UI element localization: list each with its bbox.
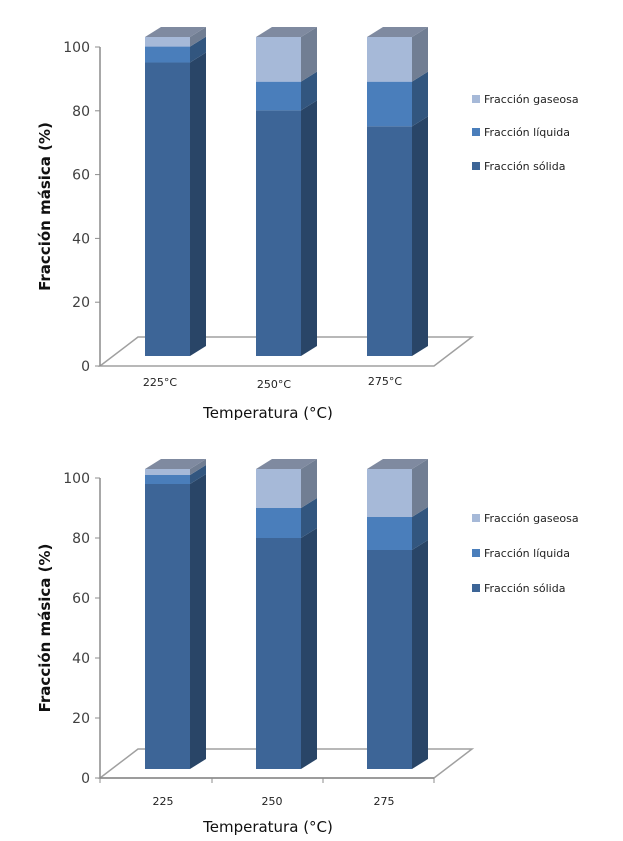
y-tick-label: 80: [72, 531, 90, 547]
bar-top-face: [367, 459, 428, 469]
y-tick-label: 100: [63, 40, 90, 56]
legend-swatch: [472, 514, 480, 522]
y-tick-label: 20: [72, 711, 90, 727]
bar-top-face: [145, 27, 206, 37]
bar-segment-sólida: [145, 484, 190, 769]
legend-label: Fracción gaseosa: [484, 512, 579, 525]
bar-stack-225: [145, 27, 206, 357]
y-tick-label: 40: [72, 231, 90, 247]
bar-side-gaseosa: [190, 27, 206, 47]
bar-side-líquida: [190, 465, 206, 484]
bar-side-líquida: [190, 36, 206, 63]
bar-segment-sólida: [256, 538, 301, 769]
legend-swatch: [472, 549, 480, 557]
y-tick-label: 40: [72, 651, 90, 667]
bar-stack-275: [367, 459, 428, 769]
bar-side-gaseosa: [190, 459, 206, 475]
legend-label: Fracción gaseosa: [484, 93, 579, 106]
legend-label: Fracción líquida: [484, 126, 570, 139]
legend-swatch: [472, 95, 480, 103]
bar-side-sólida: [412, 116, 428, 356]
bar-side-líquida: [301, 71, 317, 111]
x-tick-label: 250°C: [257, 378, 291, 391]
bar-side-sólida: [190, 474, 206, 769]
x-tick-label: 250: [262, 795, 283, 808]
bar-side-gaseosa: [412, 27, 428, 82]
y-axis-title: Fracción másica (%): [36, 544, 54, 713]
chart-top: 0 20 40 60 80 100 Fracción másica (%) 225°C 250°…: [36, 27, 579, 420]
chart-floor: [97, 336, 475, 367]
bar-top-face: [367, 27, 428, 37]
x-tick-label: 225: [153, 795, 174, 808]
bar-side-gaseosa: [301, 459, 317, 508]
bar-side-sólida: [412, 540, 428, 769]
legend-label: Fracción líquida: [484, 547, 570, 560]
y-tick-label: 80: [72, 104, 90, 120]
bar-side-líquida: [412, 507, 428, 550]
legend-swatch: [472, 162, 480, 170]
bar-side-líquida: [301, 498, 317, 538]
y-axis-title: Fracción másica (%): [36, 122, 54, 291]
bar-side-sólida: [301, 100, 317, 357]
x-tick-label: 275°C: [368, 375, 402, 388]
bar-segment-gaseosa: [256, 469, 301, 508]
y-tick-label: 0: [81, 359, 90, 375]
bar-segment-gaseosa: [145, 37, 190, 47]
bar-segment-líquida: [256, 508, 301, 538]
legend-swatch: [472, 584, 480, 592]
bar-side-sólida: [190, 52, 206, 357]
y-tick-label: 60: [72, 591, 90, 607]
bar-segment-gaseosa: [367, 469, 412, 517]
y-tick-label: 60: [72, 168, 90, 184]
bar-segment-sólida: [367, 126, 412, 356]
bar-stack-225: [145, 459, 206, 769]
x-axis-title: Temperatura (°C): [202, 404, 333, 420]
bar-segment-gaseosa: [256, 37, 301, 82]
y-tick-label: 20: [72, 295, 90, 311]
y-tick-label: 0: [81, 771, 90, 787]
bar-side-sólida: [301, 528, 317, 769]
x-axis-title: Temperatura (°C): [202, 818, 333, 836]
x-tick-label: 225°C: [143, 376, 177, 389]
bar-segment-gaseosa: [367, 37, 412, 82]
bar-segment-líquida: [367, 517, 412, 550]
legend-label: Fracción sólida: [484, 160, 565, 173]
bar-top-face: [145, 459, 206, 469]
bar-side-gaseosa: [301, 27, 317, 82]
bar-top-face: [256, 27, 317, 37]
bar-segment-líquida: [145, 475, 190, 484]
legend-label: Fracción sólida: [484, 582, 565, 595]
bar-segment-líquida: [145, 46, 190, 63]
bar-stack-275: [367, 27, 428, 356]
bar-segment-líquida: [256, 81, 301, 111]
bar-side-gaseosa: [412, 459, 428, 517]
bar-segment-gaseosa: [145, 469, 190, 475]
bar-segment-sólida: [145, 62, 190, 357]
bar-stack-250: [256, 459, 317, 769]
x-tick-label: 275: [374, 795, 395, 808]
legend-swatch: [472, 128, 480, 136]
bar-segment-sólida: [256, 110, 301, 357]
bar-side-líquida: [412, 71, 428, 127]
bar-segment-sólida: [367, 550, 412, 769]
chart-bottom: 0 20 40 60 80 100 Fracción másica (%) 225 250 275…: [36, 459, 579, 836]
y-tick-label: 100: [63, 471, 90, 487]
bar-stack-250: [256, 27, 317, 357]
bar-segment-líquida: [367, 81, 412, 127]
bar-top-face: [256, 459, 317, 469]
